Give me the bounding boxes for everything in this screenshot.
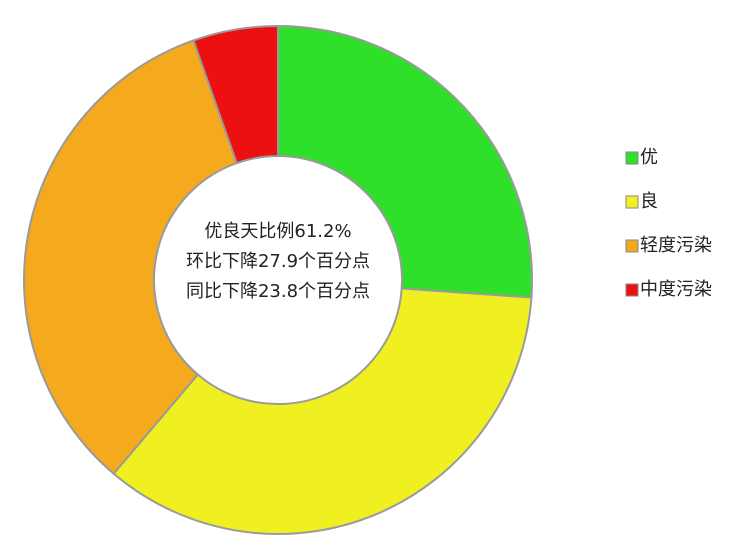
center-text: 环比下降27.9个百分点 (186, 251, 370, 272)
donut-slice (192, 24, 279, 165)
donut-slice (23, 39, 239, 476)
center-text: 优良天比例61.2% (204, 221, 351, 242)
legend-label: 中度污染 (640, 279, 712, 300)
legend-marker (625, 239, 639, 253)
legend-label: 优 (640, 147, 658, 168)
donut-slice (277, 24, 533, 299)
donut-slice (112, 287, 533, 535)
legend-marker (625, 195, 639, 209)
center-text: 同比下降23.8个百分点 (186, 281, 370, 302)
legend-marker (625, 151, 639, 165)
legend-label: 良 (640, 191, 658, 212)
legend-marker (625, 283, 639, 297)
legend-label: 轻度污染 (640, 235, 712, 256)
